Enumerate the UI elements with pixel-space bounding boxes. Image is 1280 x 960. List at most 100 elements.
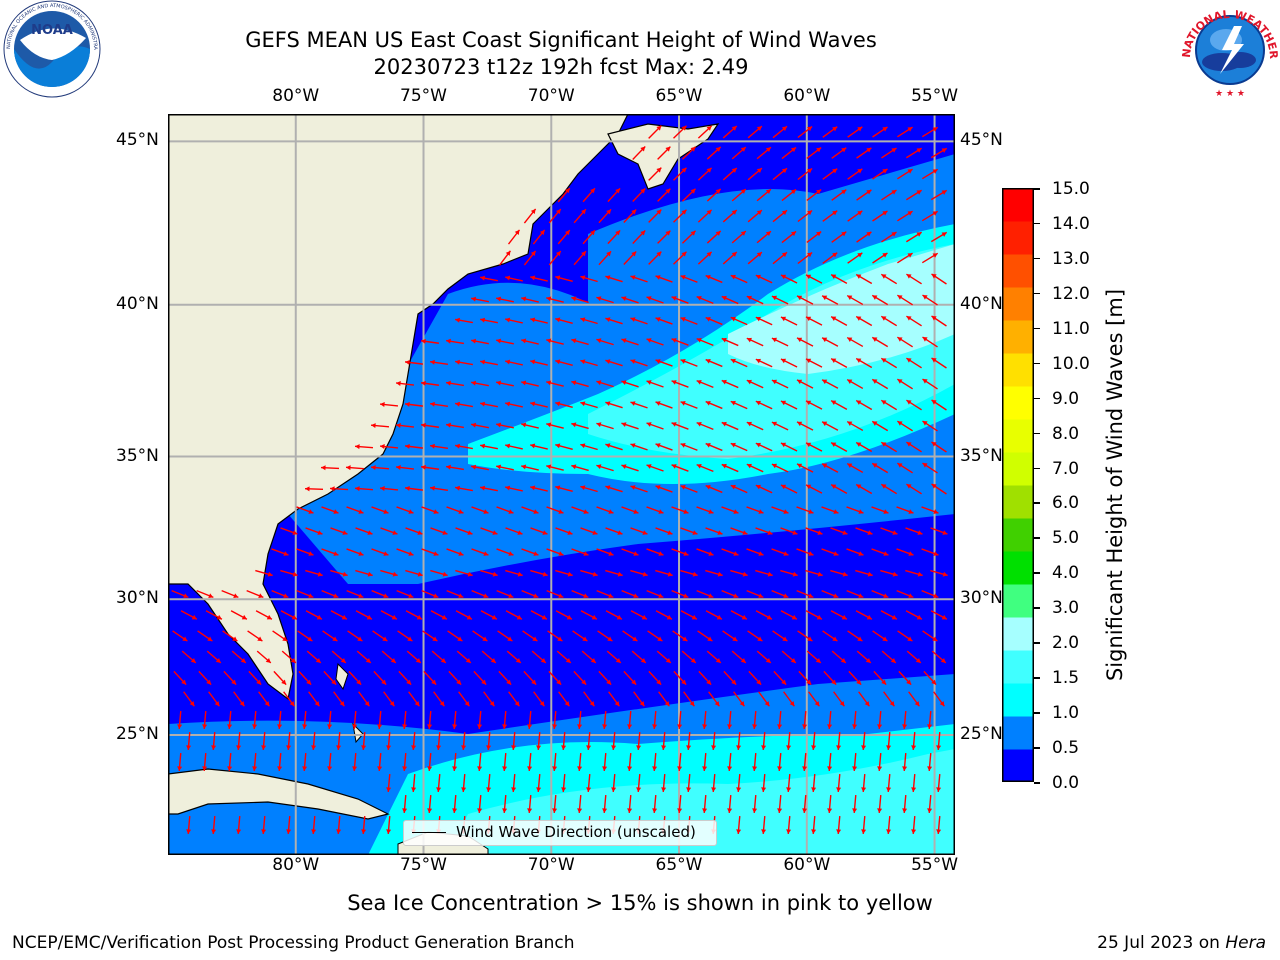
wave-arrow [930, 610, 948, 620]
wave-arrow [555, 569, 573, 577]
wave-arrow [227, 752, 233, 772]
wave-arrow [898, 670, 912, 686]
wave-arrow [847, 210, 863, 222]
wave-arrow [580, 527, 598, 535]
wave-arrow [646, 589, 664, 599]
wave-arrow [420, 338, 440, 344]
wave-arrow [897, 420, 913, 432]
wave-arrow [748, 670, 762, 686]
wave-arrow [486, 731, 492, 751]
lon-label-bottom: 70°W [527, 855, 575, 875]
wave-arrow [461, 731, 467, 751]
wave-arrow [380, 569, 398, 577]
wave-arrow [727, 710, 733, 730]
wave-arrow [345, 465, 365, 471]
wave-arrow [496, 506, 514, 514]
wave-arrow [580, 317, 598, 325]
colorbar-segment [1002, 419, 1034, 453]
wave-arrow [761, 815, 767, 835]
wave-arrow [623, 208, 637, 224]
wave-arrow [396, 506, 414, 514]
wave-arrow [196, 589, 214, 599]
wave-arrow [652, 752, 658, 772]
wave-arrow [755, 358, 773, 368]
wave-arrow [731, 230, 747, 244]
wave-arrow [931, 483, 947, 495]
wave-arrow [856, 189, 872, 201]
wave-arrow [756, 230, 772, 244]
wave-arrow [329, 486, 349, 492]
wave-arrow [723, 670, 737, 686]
wave-arrow [758, 691, 770, 707]
wave-arrow [771, 548, 789, 556]
wave-arrow [730, 442, 748, 452]
wave-arrow [405, 569, 423, 577]
wave-arrow [781, 146, 797, 160]
wave-arrow [905, 610, 923, 620]
wave-arrow [671, 422, 689, 430]
wave-arrow [846, 462, 864, 474]
wave-arrow [611, 731, 617, 751]
wave-arrow [596, 464, 614, 472]
wave-arrow [471, 338, 489, 345]
lon-label-bottom: 55°W [911, 855, 959, 875]
wave-arrow [771, 421, 789, 431]
wave-arrow [922, 294, 938, 306]
wave-arrow [477, 710, 483, 730]
wave-arrow [386, 731, 392, 751]
wave-arrow [781, 650, 797, 664]
wave-arrow [846, 420, 864, 432]
wave-arrow [922, 420, 938, 432]
wave-arrow [602, 710, 608, 730]
wave-arrow [880, 527, 898, 535]
wave-arrow [746, 589, 764, 599]
wave-arrow [752, 710, 758, 730]
wave-arrow [746, 463, 764, 473]
chart-title: GEFS MEAN US East Coast Significant Heig… [245, 28, 877, 52]
colorbar-segment [1002, 551, 1034, 585]
wave-arrow [477, 752, 483, 772]
wave-arrow [396, 589, 414, 599]
wave-arrow [677, 752, 683, 772]
wave-arrow [586, 731, 592, 751]
wave-arrow [686, 773, 692, 793]
lon-label-top: 75°W [400, 86, 447, 106]
wave-arrow [880, 315, 898, 327]
wave-arrow [906, 273, 922, 285]
colorbar-segment [1002, 188, 1034, 222]
wave-arrow [847, 126, 863, 138]
wave-arrow [831, 189, 847, 201]
colorbar-tick-label: 2.0 [1052, 633, 1080, 654]
wave-arrow [421, 589, 439, 599]
wave-arrow [681, 188, 697, 202]
wave-arrow [797, 167, 813, 181]
wave-arrow [880, 569, 898, 577]
wave-arrow [830, 484, 848, 494]
wave-arrow [404, 359, 424, 365]
wave-arrow [897, 210, 913, 222]
map-frame [168, 114, 955, 855]
wave-arrow [555, 610, 573, 620]
wave-arrow [722, 630, 738, 642]
wave-arrow [452, 794, 458, 814]
wave-arrow [686, 731, 692, 751]
wave-arrow [777, 794, 783, 814]
wave-arrow [783, 691, 795, 707]
wave-arrow [502, 794, 508, 814]
wave-arrow [871, 589, 889, 599]
wave-arrow [677, 794, 683, 814]
wave-arrow [821, 337, 839, 347]
wave-arrow [530, 359, 548, 366]
wave-arrow [921, 548, 939, 556]
wave-arrow [481, 650, 497, 664]
wave-arrow [183, 691, 195, 707]
wave-arrow [621, 464, 639, 472]
wave-arrow [896, 589, 914, 599]
wave-arrow [647, 630, 663, 642]
wave-arrow [436, 773, 442, 793]
wave-arrow [881, 147, 897, 159]
sea-ice-note: Sea Ice Concentration > 15% is shown in … [347, 891, 933, 915]
wave-arrow [755, 400, 773, 410]
wave-arrow [636, 731, 642, 751]
wave-arrow [705, 316, 723, 326]
